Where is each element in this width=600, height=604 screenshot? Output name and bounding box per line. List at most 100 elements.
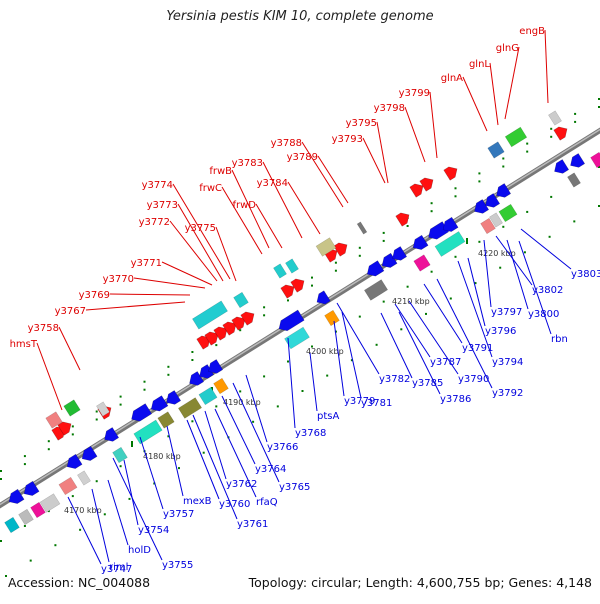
label-leader-line	[333, 320, 345, 397]
label-leader-line	[232, 382, 280, 483]
label-leader-line	[429, 91, 438, 159]
reverse-gene-arrow	[392, 246, 408, 261]
gene-label-y3794: y3794	[492, 357, 523, 368]
gene-label-y3773: y3773	[147, 200, 178, 211]
reverse-gene-arrow	[8, 488, 25, 504]
tick-dot-inner	[29, 559, 32, 562]
gene-label-frwD: frwD	[232, 200, 256, 211]
label-leader-line	[91, 488, 110, 563]
reverse-gene-arrow	[104, 427, 120, 442]
reverse-gene-arrow	[485, 193, 501, 208]
tick-dot-inner	[301, 390, 304, 392]
gene-feature-block	[590, 151, 600, 169]
gene-feature-block	[177, 397, 203, 419]
tick-dot-inner	[103, 513, 106, 516]
tick-dot-inner	[178, 467, 180, 470]
label-leader-lines	[36, 29, 572, 565]
gene-label-y3803: y3803	[571, 269, 600, 280]
reverse-gene-arrow	[189, 371, 205, 386]
gene-feature-block	[157, 411, 175, 429]
label-leader-line	[204, 410, 227, 480]
tick-dot-outer	[454, 195, 457, 198]
gene-label-y3779: y3779	[344, 396, 375, 407]
label-leader-line	[301, 141, 344, 208]
tick-dot-inner	[276, 405, 279, 408]
tick-dot-inner	[350, 359, 353, 362]
label-leader-line	[489, 62, 499, 126]
tick-dot-inner	[400, 328, 403, 331]
label-leader-line	[36, 342, 63, 411]
reverse-gene-arrow	[199, 364, 215, 379]
tick-dot-outer	[478, 180, 481, 183]
gene-feature-block	[77, 470, 91, 486]
gene-label-riml: riml	[109, 562, 128, 573]
forward-gene-arrow	[553, 126, 568, 141]
tick-dot-inner	[202, 451, 205, 454]
tick-dot-outer	[526, 150, 529, 153]
tick-dot-outer	[119, 403, 122, 406]
reverse-gene-arrow	[23, 480, 40, 496]
gene-label-glnL: glnL	[469, 59, 490, 70]
gene-feature-block	[233, 291, 249, 309]
label-leader-line	[109, 293, 191, 296]
tick-dot-outer	[358, 246, 361, 249]
tick-dot-outer	[143, 380, 146, 383]
reverse-gene-arrow	[131, 403, 153, 422]
gene-label-y3747: y3747	[101, 564, 132, 575]
tick-dot-outer	[574, 112, 577, 115]
tick-dot-outer	[47, 440, 50, 443]
gene-label-y3774: y3774	[142, 180, 173, 191]
reverse-gene-arrow	[554, 159, 570, 174]
reverse-gene-arrow	[316, 290, 331, 305]
gene-labels: hmsT y3758 y3767 y3769 y3770 y3771 y3772 y3773 y…	[10, 26, 600, 575]
tick-dot-inner	[449, 297, 452, 300]
tick-dot-outer	[23, 463, 26, 466]
tick-dot-inner	[239, 390, 242, 393]
label-leader-line	[214, 408, 257, 498]
gene-label-y3787: y3787	[430, 357, 461, 368]
label-leader-line	[133, 277, 206, 289]
gene-feature-block	[567, 172, 581, 188]
gene-label-y3754: y3754	[138, 525, 169, 536]
tick-dot-inner	[474, 282, 477, 285]
gene-label-y3760: y3760	[219, 499, 250, 510]
genome-summary-text: Topology: circular; Length: 4,600,755 bp…	[248, 575, 592, 590]
tick-dot-inner	[23, 525, 26, 527]
reverse-gene-arrow	[474, 199, 490, 214]
forward-gene-arrow	[443, 166, 458, 181]
tick-dot-outer	[574, 120, 577, 123]
label-leader-line	[467, 257, 486, 327]
gene-label-y3775: y3775	[185, 223, 216, 234]
tick-dot-inner	[478, 240, 481, 243]
label-leader-line	[462, 76, 488, 132]
label-leader-line	[221, 395, 256, 465]
tick-dot-outer	[71, 433, 74, 436]
gene-label-y3766: y3766	[267, 442, 298, 453]
reverse-gene-arrow	[166, 390, 182, 405]
tick-dot-inner	[95, 480, 98, 483]
gene-feature-block	[112, 446, 128, 464]
tick-dot-outer	[263, 314, 266, 317]
reverse-gene-arrow	[570, 153, 586, 168]
reverse-gene-arrow	[381, 252, 398, 268]
gene-label-y3771: y3771	[131, 258, 162, 269]
tick-dot-inner	[252, 420, 255, 423]
gene-feature-block	[45, 411, 63, 429]
tick-dot-inner	[425, 312, 427, 315]
label-leader-line	[139, 436, 164, 510]
kbp-tick-label: 4180 kbp	[143, 452, 181, 461]
label-leader-line	[394, 303, 431, 358]
tick-dot-outer	[430, 202, 433, 205]
gene-feature-block	[58, 476, 78, 496]
forward-gene-arrow	[204, 331, 219, 346]
gene-label-y3783: y3783	[232, 158, 263, 169]
forward-gene-arrow	[333, 242, 348, 257]
label-leader-line	[287, 181, 321, 235]
gene-label-mexB: mexB	[183, 496, 212, 507]
tick-dot-inner	[573, 220, 576, 223]
tick-dot-outer	[406, 225, 409, 227]
tick-dot-outer	[502, 165, 505, 168]
forward-gene-arrow	[231, 316, 246, 331]
gene-label-y3758: y3758	[28, 323, 59, 334]
